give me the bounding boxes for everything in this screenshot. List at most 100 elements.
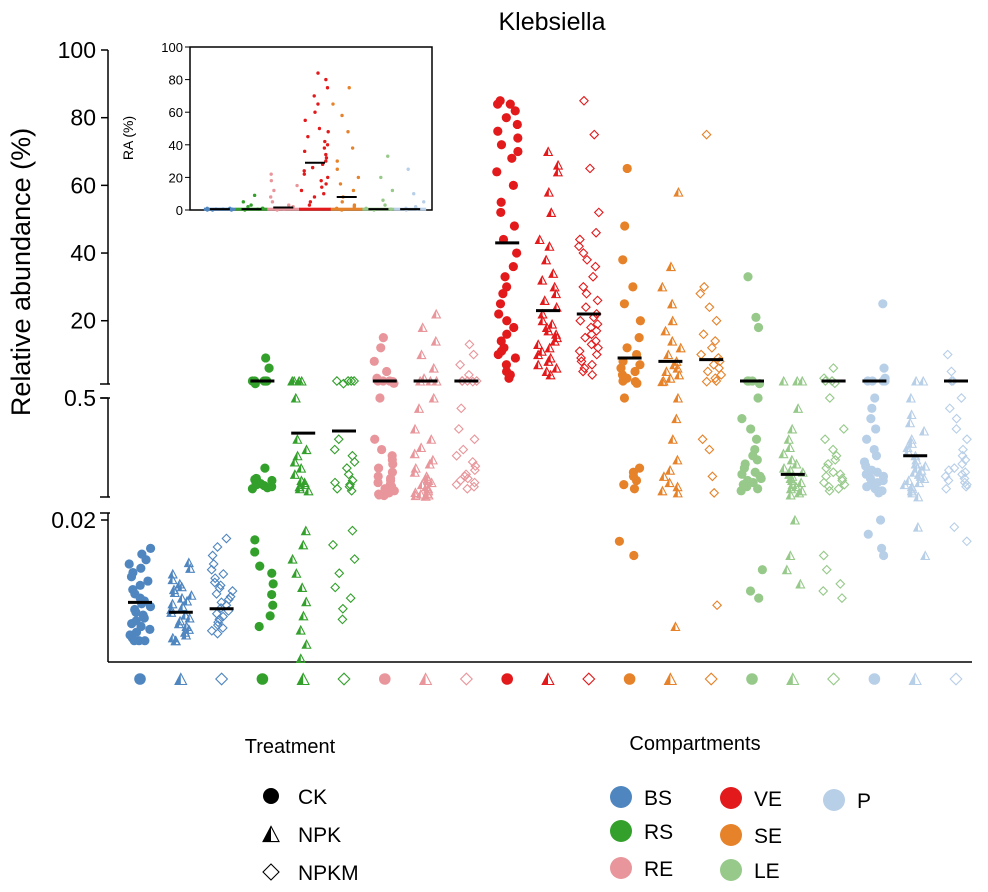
- data-point: [167, 574, 178, 585]
- data-point: [592, 295, 603, 306]
- data-point: [957, 450, 968, 461]
- x-category-marker: [134, 673, 146, 685]
- data-point: [427, 454, 438, 465]
- data-point: [378, 333, 388, 343]
- data-point: [206, 564, 217, 575]
- data-point: [943, 465, 954, 476]
- data-point: [183, 557, 194, 568]
- data-point: [552, 166, 564, 177]
- data-point: [949, 463, 960, 474]
- y-tick-label-20: 20: [70, 308, 96, 334]
- x-category-marker: [215, 672, 229, 686]
- data-point: [453, 423, 464, 434]
- data-point: [208, 559, 219, 569]
- data-point: [502, 282, 512, 292]
- data-point: [743, 272, 753, 282]
- compartment-legend-label-rs: RS: [644, 821, 673, 844]
- inset-group-re: [267, 172, 300, 212]
- data-point: [785, 550, 796, 561]
- data-point: [289, 375, 300, 386]
- data-point: [543, 186, 554, 197]
- data-point: [509, 221, 520, 231]
- data-point: [778, 375, 789, 386]
- data-point: [961, 479, 972, 490]
- inset-base-band: [330, 207, 363, 211]
- data-point: [328, 539, 338, 550]
- data-point: [580, 302, 591, 313]
- data-point: [550, 288, 562, 299]
- data-point: [792, 403, 804, 413]
- group-se-npk: [657, 186, 686, 686]
- x-category-marker: [623, 673, 636, 685]
- data-point: [579, 363, 590, 374]
- inset-group-se: [330, 86, 363, 212]
- data-point: [409, 448, 420, 459]
- points-group: [124, 95, 972, 686]
- data-point: [496, 197, 506, 207]
- inset-point: [269, 172, 273, 176]
- data-point: [168, 584, 180, 595]
- data-point: [667, 335, 678, 346]
- data-point: [216, 597, 227, 608]
- data-point: [670, 621, 681, 632]
- data-point: [410, 487, 421, 498]
- data-point: [301, 444, 312, 455]
- compartment-legend-marker-rs: [610, 820, 632, 842]
- data-point: [300, 525, 311, 536]
- data-point: [268, 579, 278, 589]
- data-point: [221, 533, 232, 544]
- compartment-legend-label-le: LE: [754, 860, 780, 883]
- data-point: [821, 463, 832, 474]
- data-point: [265, 611, 275, 621]
- data-point: [349, 376, 360, 386]
- data-point: [778, 462, 790, 473]
- data-point: [469, 434, 480, 445]
- data-point: [664, 477, 675, 488]
- data-point: [382, 366, 392, 377]
- inset-point: [269, 195, 273, 199]
- data-point: [545, 352, 556, 363]
- data-point: [346, 376, 357, 386]
- group-bs-npk: [166, 557, 197, 686]
- data-point: [416, 349, 427, 360]
- data-point: [347, 450, 358, 461]
- data-point: [592, 319, 603, 330]
- data-point: [574, 234, 585, 245]
- data-point: [174, 578, 185, 589]
- data-point: [778, 448, 789, 459]
- data-point: [859, 457, 870, 467]
- data-point: [370, 434, 380, 444]
- data-point: [207, 550, 218, 561]
- data-point: [918, 375, 929, 386]
- data-point: [660, 325, 671, 336]
- data-point: [501, 113, 511, 123]
- data-point: [343, 469, 354, 480]
- data-point: [871, 424, 881, 434]
- data-point: [578, 248, 589, 259]
- data-point: [298, 539, 309, 550]
- group-le-npk: [778, 375, 808, 686]
- data-point: [957, 459, 968, 469]
- data-point: [338, 378, 349, 389]
- data-point: [737, 414, 747, 424]
- data-point: [878, 550, 889, 561]
- inset-point: [406, 167, 410, 171]
- data-point: [746, 424, 756, 434]
- inset-point: [413, 205, 418, 209]
- group-rs-npkm: [328, 376, 360, 686]
- data-point: [635, 360, 645, 370]
- treatment-legend-label-npkm: NPKM: [298, 862, 359, 885]
- data-point: [128, 584, 138, 595]
- inset-y-tick-label: 100: [161, 40, 183, 55]
- y-tick-label-80: 80: [70, 105, 96, 131]
- data-point: [876, 543, 887, 554]
- data-point: [831, 450, 842, 461]
- x-category-marker: [582, 672, 596, 686]
- data-point: [552, 159, 564, 170]
- data-point: [956, 393, 967, 403]
- inset-point: [340, 113, 344, 118]
- x-category-marker: [256, 673, 269, 685]
- inset-point: [308, 200, 313, 204]
- inset-frame: [189, 46, 433, 211]
